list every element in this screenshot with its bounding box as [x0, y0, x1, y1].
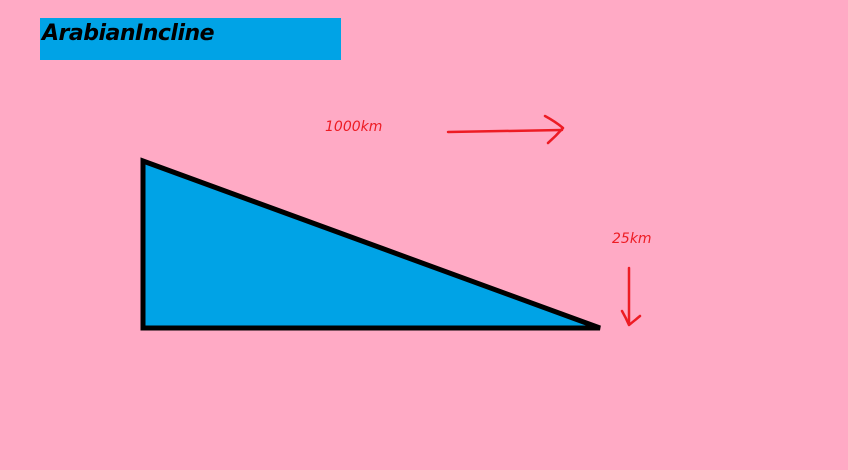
incline-triangle [140, 157, 601, 331]
horizontal-arrow [446, 114, 565, 145]
vertical-arrow [620, 266, 642, 327]
title: ArabianIncline [42, 21, 215, 46]
horizontal-distance-label: 1000km [325, 119, 383, 135]
title-banner: ArabianIncline [40, 18, 341, 60]
vertical-distance-label: 25km [612, 231, 652, 247]
